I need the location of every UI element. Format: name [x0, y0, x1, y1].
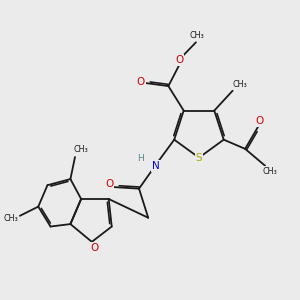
Text: CH₃: CH₃	[73, 145, 88, 154]
Text: O: O	[105, 179, 113, 189]
Text: H: H	[137, 154, 144, 164]
Text: CH₃: CH₃	[232, 80, 247, 89]
Text: N: N	[152, 161, 160, 171]
Text: CH₃: CH₃	[262, 167, 277, 176]
Text: CH₃: CH₃	[4, 214, 19, 224]
Text: O: O	[175, 55, 184, 65]
Text: O: O	[255, 116, 264, 126]
Text: CH₃: CH₃	[189, 31, 204, 40]
Text: S: S	[196, 153, 202, 163]
Text: O: O	[137, 76, 145, 86]
Text: O: O	[90, 243, 98, 253]
